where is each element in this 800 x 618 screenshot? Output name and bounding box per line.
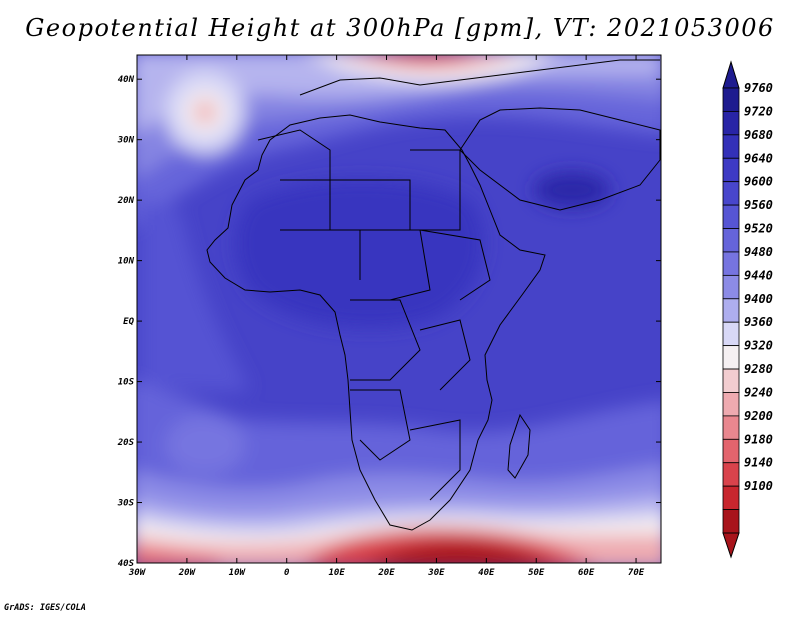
colorbar-swatch xyxy=(722,181,740,206)
colorbar-swatch xyxy=(722,228,740,253)
lon-tick: 50E xyxy=(528,55,545,578)
lon-tick-label: 10E xyxy=(328,568,345,578)
colorbar-swatch xyxy=(722,321,740,347)
lon-tick-label: 40E xyxy=(478,568,495,578)
lon-tick-label: 50E xyxy=(528,568,545,578)
colorbar-swatch xyxy=(722,485,740,510)
lat-tick-label: 20N xyxy=(117,196,135,206)
lat-tick-label: 40N xyxy=(118,75,135,85)
colorbar-swatch xyxy=(722,204,740,229)
colorbar-label: 9200 xyxy=(744,409,773,423)
lat-tick: 40N xyxy=(118,75,661,85)
lat-tick: 30N xyxy=(117,136,661,146)
colorbar-swatch xyxy=(722,87,740,112)
lat-tick: 30S xyxy=(117,499,661,509)
colorbar-label: 9720 xyxy=(744,104,773,118)
lat-tick-label: 30S xyxy=(117,499,135,509)
colorbar-label: 9640 xyxy=(744,151,773,165)
colorbar-label: 9360 xyxy=(744,315,773,329)
colorbar-bottom-arrow xyxy=(722,532,740,559)
colorbar-swatch xyxy=(722,157,740,183)
colorbar-label: 9520 xyxy=(744,222,773,236)
colorbar-label: 9140 xyxy=(744,456,773,470)
lat-tick: 40S xyxy=(118,559,661,569)
colorbar-label: 9280 xyxy=(744,362,773,376)
colorbar-swatch xyxy=(722,274,740,300)
lon-tick-label: 20W xyxy=(178,568,197,578)
colorbar-label: 9760 xyxy=(744,81,773,95)
axis-ticks: 30W 20W 10W 0 10E 20E 30E 40E 50E 60E 70E 40N 30N 20N… xyxy=(117,55,661,578)
colorbar-top-arrow xyxy=(722,60,740,89)
colorbar-label: 9480 xyxy=(744,245,773,259)
coastlines xyxy=(206,59,661,531)
lat-tick: 20N xyxy=(117,196,661,206)
colorbar-swatch xyxy=(722,134,740,159)
lat-tick: EQ xyxy=(123,317,661,327)
lon-tick-label: 30W xyxy=(128,568,147,578)
lat-tick-label: 20S xyxy=(117,438,135,448)
colorbar-swatch xyxy=(722,111,740,136)
lon-tick: 10W xyxy=(229,55,247,578)
geopotential-field xyxy=(137,55,661,563)
grads-credit: GrADS: IGES/COLA xyxy=(4,603,86,613)
colorbar-label: 9400 xyxy=(744,292,773,306)
colorbar-label: 9180 xyxy=(744,432,773,446)
colorbar-swatch xyxy=(722,251,740,276)
lon-tick: 70E xyxy=(628,55,645,578)
colorbar-swatch xyxy=(722,345,740,370)
lon-tick: 30W xyxy=(128,55,147,578)
lon-tick: 60E xyxy=(578,55,595,578)
lon-tick: 0 xyxy=(284,55,290,578)
colorbar-label: 9560 xyxy=(744,198,773,212)
colorbar-label: 9440 xyxy=(744,268,773,282)
colorbar-swatch xyxy=(722,298,740,323)
colorbar-swatch xyxy=(722,392,740,417)
colorbar-swatch xyxy=(722,415,740,440)
lat-tick-label: 10S xyxy=(118,378,135,388)
colorbar-label: 9680 xyxy=(744,128,773,142)
lon-tick-label: 0 xyxy=(284,568,290,578)
colorbar-swatch xyxy=(722,368,740,393)
lon-tick: 10E xyxy=(328,55,345,578)
colorbar-label: 9600 xyxy=(744,175,773,189)
lon-tick: 20W xyxy=(178,55,197,578)
colorbar-swatch xyxy=(722,462,740,487)
map-title: Geopotential Height at 300hPa [gpm], VT:… xyxy=(25,14,775,42)
lat-tick-label: 10N xyxy=(118,257,135,267)
lat-tick: 10S xyxy=(118,378,661,388)
lon-tick: 20E xyxy=(377,55,395,578)
lon-tick-label: 20E xyxy=(377,568,395,578)
colorbar-label: 9240 xyxy=(744,385,773,399)
lat-tick: 10N xyxy=(118,257,661,267)
lat-tick-label: EQ xyxy=(123,317,134,327)
lat-tick-label: 30N xyxy=(117,136,135,146)
colorbar-swatch xyxy=(722,509,740,534)
lon-tick-label: 60E xyxy=(578,568,595,578)
lon-tick-label: 10W xyxy=(229,568,247,578)
lon-tick-label: 70E xyxy=(628,568,645,578)
colorbar: 9760 9720 9680 9640 9600 9560 9520 9480 9440 9400… xyxy=(722,60,773,559)
lat-tick: 20S xyxy=(117,438,661,448)
lon-tick: 40E xyxy=(478,55,495,578)
colorbar-label: 9100 xyxy=(744,479,773,493)
lon-tick: 30E xyxy=(427,55,445,578)
map-frame xyxy=(136,54,662,564)
colorbar-swatch xyxy=(722,438,740,464)
colorbar-label: 9320 xyxy=(744,339,773,353)
lon-tick-label: 30E xyxy=(427,568,445,578)
lat-tick-label: 40S xyxy=(118,559,135,569)
